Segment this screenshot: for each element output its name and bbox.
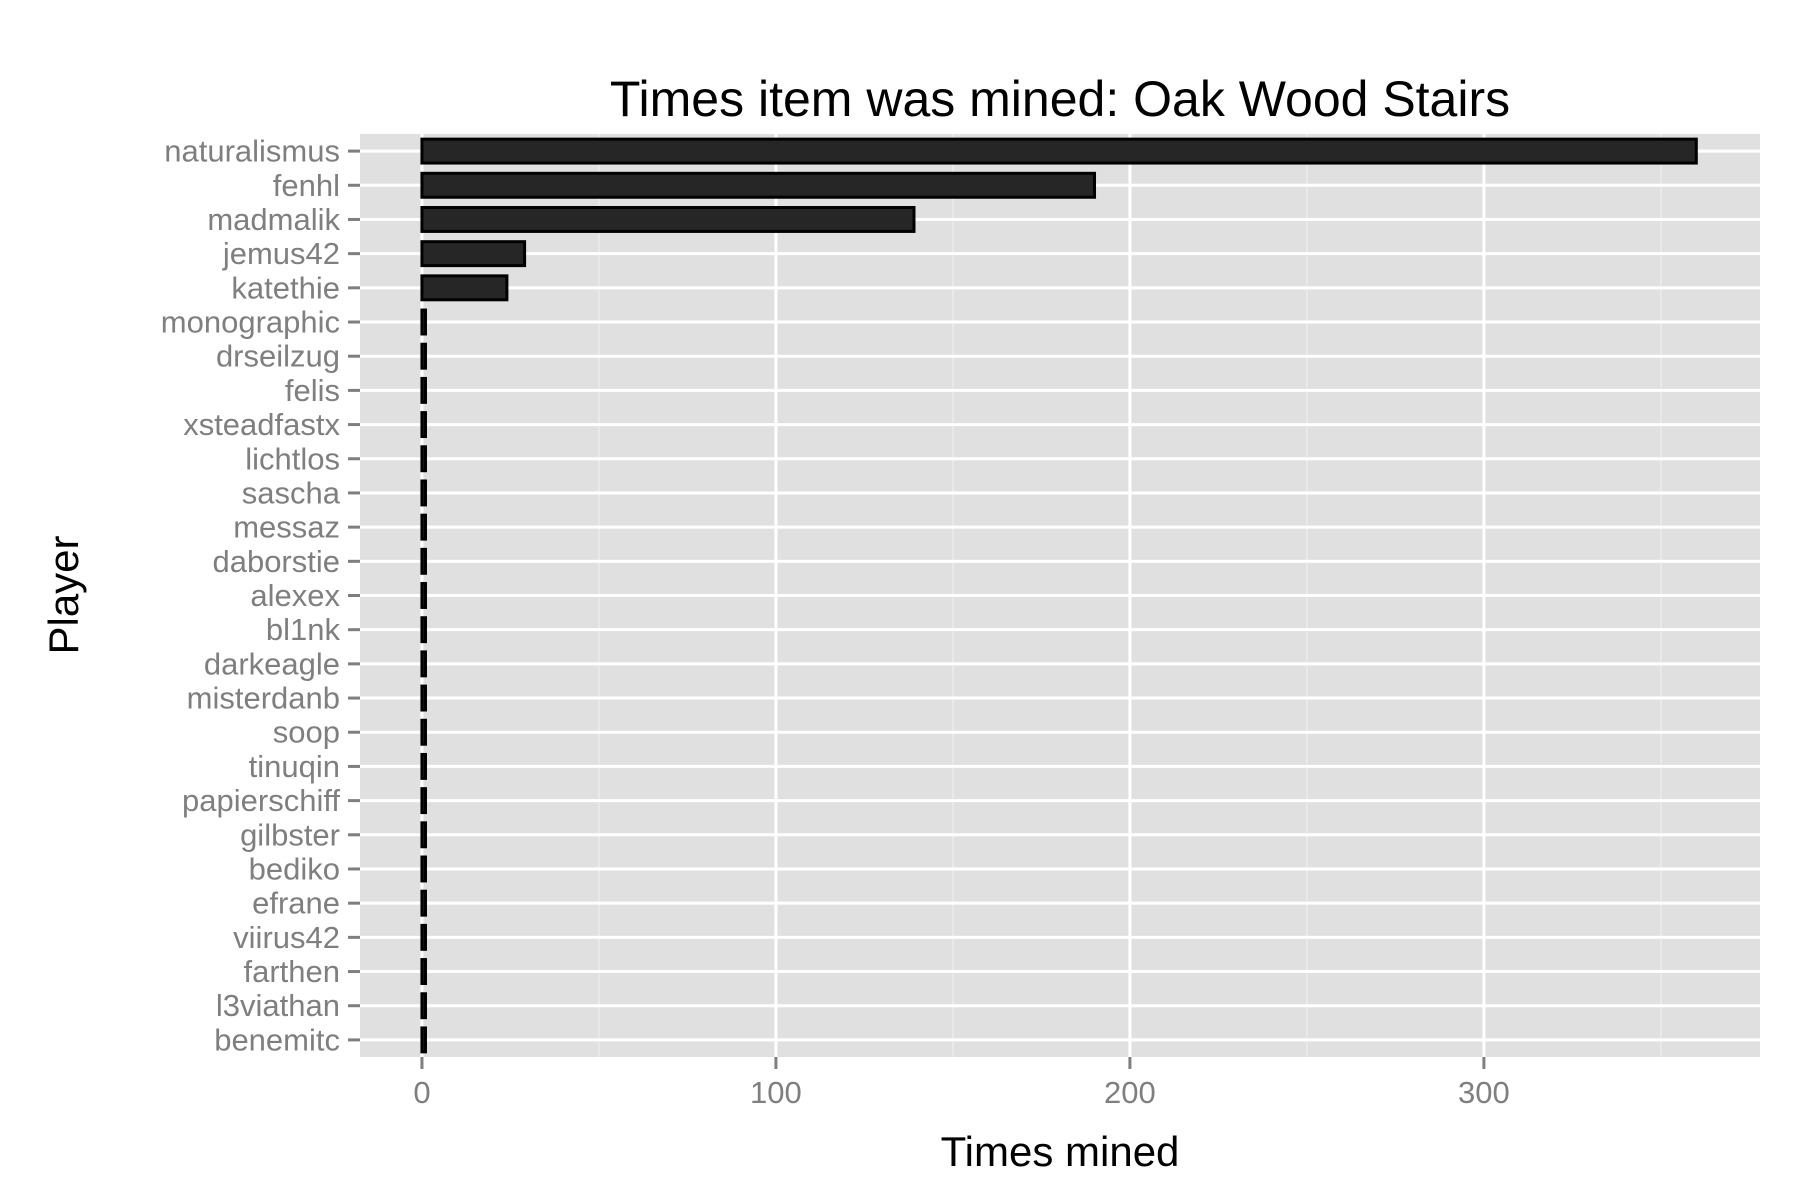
bar-bediko: [420, 855, 427, 883]
bar-efrane: [420, 889, 427, 917]
y-tick-label: bediko: [249, 851, 340, 886]
bar-tinuqin: [420, 752, 427, 780]
bars: [420, 137, 1698, 1054]
y-tick-label: sascha: [242, 475, 341, 510]
bar-monographic: [420, 308, 427, 336]
y-axis: naturalismusfenhlmadmalikjemus42katethie…: [161, 134, 360, 1057]
y-tick-label: daborstie: [212, 544, 340, 579]
bar-daborstie: [420, 547, 427, 575]
y-tick-label: darkeagle: [204, 646, 340, 681]
bar-gilbster: [420, 821, 427, 849]
x-tick-label: 0: [413, 1075, 430, 1110]
y-tick-label: gilbster: [240, 817, 340, 852]
y-tick-label: lichtlos: [245, 441, 340, 476]
y-tick-label: monographic: [161, 305, 340, 340]
bar-naturalismus: [420, 137, 1698, 165]
y-tick-label: xsteadfastx: [183, 407, 340, 442]
bar-misterdanb: [420, 684, 427, 712]
y-tick-label: l3viathan: [216, 988, 340, 1023]
bar-felis: [420, 376, 427, 404]
y-tick-label: tinuqin: [249, 749, 340, 784]
bar-messaz: [420, 513, 427, 541]
y-tick-label: drseilzug: [216, 339, 340, 374]
bar-l3viathan: [420, 992, 427, 1020]
bar-alexex: [420, 582, 427, 609]
bar-bl1nk: [420, 616, 427, 644]
bar-soop: [420, 718, 427, 746]
y-tick-label: benemitc: [214, 1022, 340, 1057]
bar-lichtlos: [420, 445, 427, 473]
bar-farthen: [420, 958, 427, 986]
bar-xsteadfastx: [420, 411, 427, 439]
y-axis-title: Player: [40, 535, 87, 654]
y-tick-label: jemus42: [222, 236, 340, 271]
bar-darkeagle: [420, 650, 427, 678]
bar-viirus42: [420, 923, 427, 951]
y-tick-label: fenhl: [273, 168, 340, 203]
y-tick-label: madmalik: [207, 202, 340, 237]
x-axis-title: Times mined: [941, 1128, 1180, 1175]
y-tick-label: felis: [285, 373, 340, 408]
bar-drseilzug: [420, 342, 427, 370]
bar-fenhl: [420, 171, 1097, 199]
chart-title: Times item was mined: Oak Wood Stairs: [610, 71, 1510, 127]
bar-jemus42: [420, 240, 527, 268]
y-tick-label: viirus42: [233, 920, 340, 955]
y-tick-label: naturalismus: [164, 134, 340, 169]
y-tick-label: soop: [273, 715, 340, 750]
x-tick-label: 100: [750, 1075, 802, 1110]
y-tick-label: farthen: [243, 954, 340, 989]
bar-sascha: [420, 479, 427, 507]
y-tick-label: efrane: [252, 886, 340, 921]
y-tick-label: messaz: [233, 510, 340, 545]
y-tick-label: papierschiff: [182, 783, 340, 818]
x-axis: 0 100 200 300: [413, 1057, 1510, 1110]
bar-benemitc: [420, 1026, 427, 1054]
x-tick-label: 300: [1458, 1075, 1510, 1110]
bar-katethie: [420, 274, 509, 302]
y-tick-label: alexex: [250, 578, 340, 613]
x-tick-label: 200: [1104, 1075, 1156, 1110]
y-tick-label: bl1nk: [266, 612, 341, 647]
y-tick-label: misterdanb: [187, 681, 340, 716]
bar-madmalik: [420, 205, 916, 233]
y-tick-label: katethie: [231, 270, 340, 305]
bar-papierschiff: [420, 787, 427, 815]
